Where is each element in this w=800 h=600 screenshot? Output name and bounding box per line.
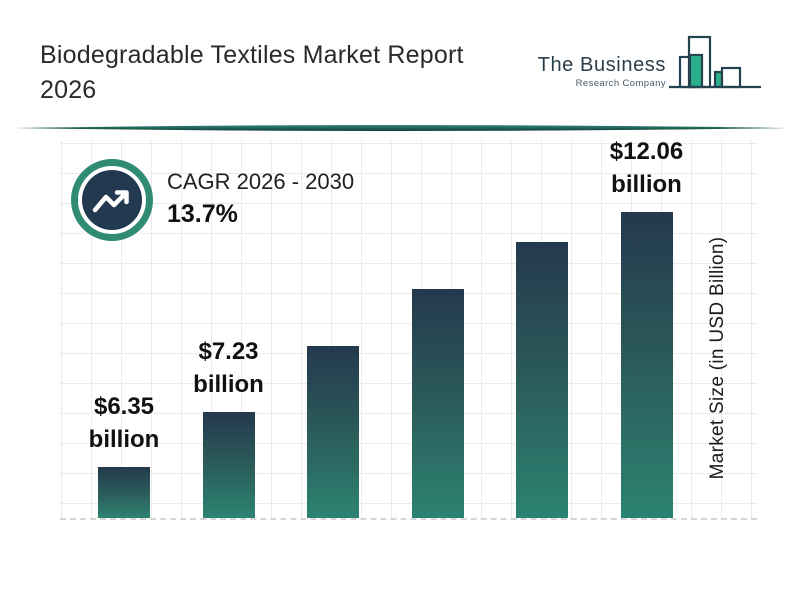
bar-value-unit: billion [193,371,264,398]
cagr-label: CAGR 2026 - 2030 [167,169,355,194]
bar [411,289,464,518]
y-axis-title: Market Size (in USD Billion) [707,236,728,480]
bar-value-label: $7.23 billion [154,335,304,401]
logo-company-subtitle: Research Company [575,78,666,89]
bar-value-label: $12.06 billion [572,135,722,201]
trending-up-icon [71,159,153,241]
bar [516,242,568,518]
bar-value-label: $6.35 billion [49,390,199,456]
bar-value-unit: billion [611,171,682,198]
company-logo: The Business Research Company [538,28,762,94]
chart-plot-area: $6.35 billion 2025 $7.23 billion 2026 20… [60,138,757,520]
bar-chart-logo-icon [669,35,761,89]
bar-value-amount: $7.23 [198,338,259,365]
cagr-value: 13.7% [167,200,238,228]
logo-company-name: The Business [537,54,666,76]
header-divider [14,125,788,131]
page-title: Biodegradable Textiles Market Report 202… [40,38,464,108]
bar [98,467,150,518]
bar-value-unit: billion [88,426,160,453]
bar [307,346,359,518]
cagr-block: CAGR 2026 - 2030 13.7% [167,167,354,232]
page-title-line2: 2026 [40,76,97,104]
bar [620,212,673,518]
logo-text: The Business Research Company [538,54,666,89]
page-title-line1: Biodegradable Textiles Market Report [40,41,464,69]
bar-value-amount: $12.06 [609,138,684,165]
bar-value-amount: $6.35 [93,393,155,420]
bar [202,412,255,518]
